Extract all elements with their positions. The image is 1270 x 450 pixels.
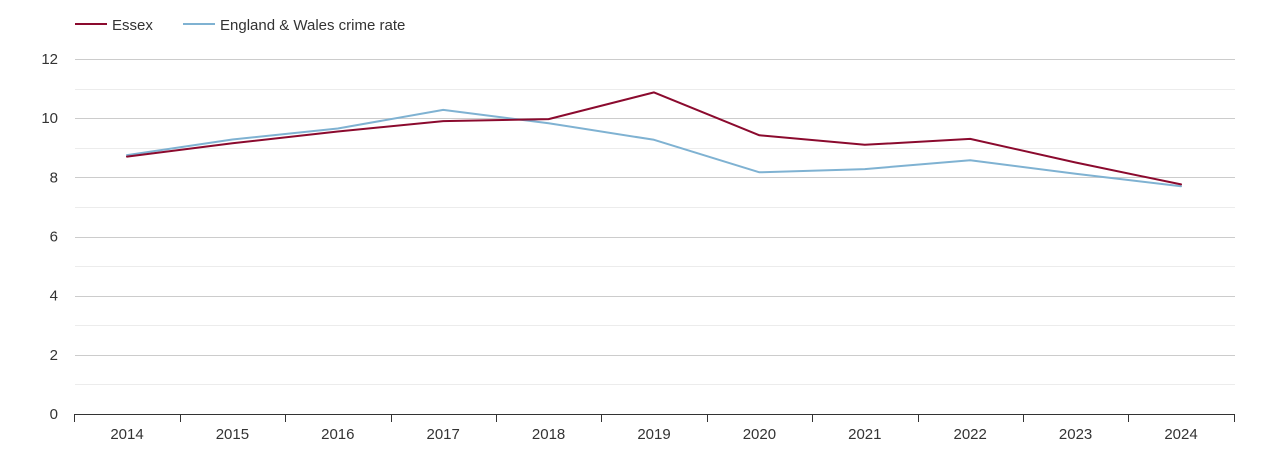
y-tick-label: 6 (50, 229, 58, 246)
data-point-england-wales-crime-rate[interactable] (758, 171, 760, 173)
data-point-essex[interactable] (337, 130, 339, 132)
series-line-england-wales-crime-rate[interactable] (126, 108, 1182, 188)
data-point-essex[interactable] (548, 118, 550, 120)
y-tick-label: 4 (50, 288, 58, 305)
series-line-essex[interactable] (126, 91, 1182, 186)
y-tick-label: 0 (50, 406, 58, 423)
y-tick-label: 12 (41, 51, 58, 68)
data-point-essex[interactable] (653, 91, 655, 93)
data-point-essex[interactable] (758, 134, 760, 136)
y-tick-label: 2 (50, 347, 58, 364)
x-tick-label: 2015 (216, 426, 249, 443)
x-tick-label: 2021 (848, 426, 881, 443)
y-tick-label: 10 (41, 110, 58, 127)
data-point-essex[interactable] (442, 120, 444, 122)
x-tick-label: 2018 (532, 426, 565, 443)
x-tick-label: 2020 (743, 426, 776, 443)
x-tick-label: 2022 (954, 426, 987, 443)
data-point-england-wales-crime-rate[interactable] (1180, 185, 1182, 187)
y-axis-ticks: 0 2 4 6 8 10 12 (41, 51, 58, 423)
data-point-essex[interactable] (126, 156, 128, 158)
data-point-essex[interactable] (1075, 162, 1077, 164)
x-tick-label: 2017 (427, 426, 460, 443)
legend: Essex England & Wales crime rate (75, 17, 405, 34)
x-axis: 2014 2015 2016 2017 2018 2019 2020 2021 2022 2023… (74, 414, 1235, 443)
data-point-england-wales-crime-rate[interactable] (1075, 173, 1077, 175)
x-tick-label: 2014 (110, 426, 143, 443)
x-tick-label: 2023 (1059, 426, 1092, 443)
data-point-essex[interactable] (864, 144, 866, 146)
legend-item-england-wales[interactable]: England & Wales crime rate (183, 17, 405, 34)
series-lines (126, 91, 1182, 188)
data-point-england-wales-crime-rate[interactable] (548, 122, 550, 124)
legend-label-england-wales: England & Wales crime rate (220, 17, 405, 34)
y-tick-label: 8 (50, 169, 58, 186)
data-point-england-wales-crime-rate[interactable] (337, 128, 339, 130)
legend-item-essex[interactable]: Essex (75, 17, 153, 34)
data-point-england-wales-crime-rate[interactable] (231, 138, 233, 140)
data-point-england-wales-crime-rate[interactable] (653, 139, 655, 141)
x-tick-label: 2024 (1164, 426, 1197, 443)
gridlines (75, 59, 1235, 385)
data-point-england-wales-crime-rate[interactable] (864, 168, 866, 170)
data-point-essex[interactable] (231, 142, 233, 144)
x-tick-label: 2019 (637, 426, 670, 443)
data-point-england-wales-crime-rate[interactable] (969, 159, 971, 161)
x-tick-label: 2016 (321, 426, 354, 443)
data-point-essex[interactable] (969, 138, 971, 140)
data-point-essex[interactable] (1180, 183, 1182, 185)
legend-label-essex: Essex (112, 17, 153, 34)
data-point-england-wales-crime-rate[interactable] (442, 109, 444, 111)
